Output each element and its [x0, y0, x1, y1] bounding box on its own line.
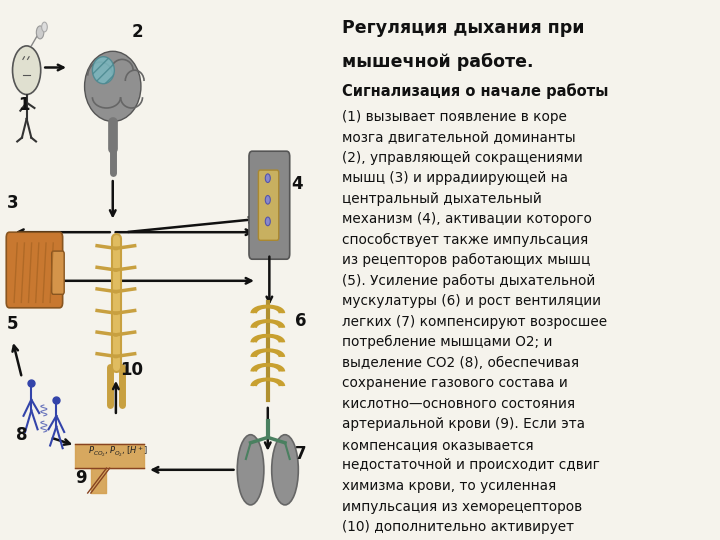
- Text: способствует также импульсация: способствует также импульсация: [342, 233, 588, 247]
- Text: мозга двигательной доминанты: мозга двигательной доминанты: [342, 130, 575, 144]
- Circle shape: [265, 174, 270, 183]
- Text: Регуляция дыхания при: Регуляция дыхания при: [342, 19, 584, 37]
- Text: легких (7) компенсируют возросшее: легких (7) компенсируют возросшее: [342, 315, 607, 329]
- Text: 7: 7: [295, 444, 307, 463]
- Text: артериальной крови (9). Если эта: артериальной крови (9). Если эта: [342, 417, 585, 431]
- Text: 5: 5: [6, 315, 18, 333]
- Text: мышечной работе.: мышечной работе.: [342, 52, 534, 71]
- Text: импульсация из хеморецепторов: импульсация из хеморецепторов: [342, 500, 582, 514]
- Text: Сигнализация о начале работы: Сигнализация о начале работы: [342, 84, 608, 99]
- Circle shape: [265, 217, 270, 226]
- Text: механизм (4), активации которого: механизм (4), активации которого: [342, 212, 592, 226]
- Text: выделение СО2 (8), обеспечивая: выделение СО2 (8), обеспечивая: [342, 356, 579, 370]
- Text: 3: 3: [6, 193, 18, 212]
- Text: химизма крови, то усиленная: химизма крови, то усиленная: [342, 479, 556, 493]
- Text: 2: 2: [132, 23, 143, 42]
- Text: 9: 9: [76, 469, 87, 487]
- Text: $P_{CO_2},P_{O_2},[H^+]$: $P_{CO_2},P_{O_2},[H^+]$: [88, 444, 148, 458]
- Text: кислотно—основного состояния: кислотно—основного состояния: [342, 397, 575, 411]
- FancyBboxPatch shape: [6, 232, 63, 308]
- Text: 10: 10: [120, 361, 143, 379]
- Text: (10) дополнительно активирует: (10) дополнительно активирует: [342, 520, 574, 534]
- Ellipse shape: [84, 51, 141, 122]
- Text: (2), управляющей сокращениями: (2), управляющей сокращениями: [342, 151, 582, 165]
- Circle shape: [12, 46, 41, 94]
- Circle shape: [42, 22, 48, 32]
- Ellipse shape: [271, 435, 298, 505]
- Text: мускулатуры (6) и рост вентиляции: мускулатуры (6) и рост вентиляции: [342, 294, 600, 308]
- Ellipse shape: [238, 435, 264, 505]
- Text: мышц (3) и иррадиирующей на: мышц (3) и иррадиирующей на: [342, 171, 568, 185]
- FancyBboxPatch shape: [258, 170, 279, 240]
- Text: 8: 8: [16, 426, 27, 444]
- Text: компенсация оказывается: компенсация оказывается: [342, 438, 534, 452]
- Text: 1: 1: [18, 96, 30, 114]
- Text: (5). Усиление работы дыхательной: (5). Усиление работы дыхательной: [342, 274, 595, 288]
- Text: из рецепторов работающих мышц: из рецепторов работающих мышц: [342, 253, 590, 267]
- Text: потребление мышцами О2; и: потребление мышцами О2; и: [342, 335, 552, 349]
- Circle shape: [265, 195, 270, 204]
- FancyBboxPatch shape: [52, 251, 64, 294]
- Text: 6: 6: [295, 312, 307, 330]
- Circle shape: [36, 26, 44, 39]
- Text: центральный дыхательный: центральный дыхательный: [342, 192, 541, 206]
- Text: недостаточной и происходит сдвиг: недостаточной и происходит сдвиг: [342, 458, 600, 472]
- Text: сохранение газового состава и: сохранение газового состава и: [342, 376, 567, 390]
- Text: (1) вызывает появление в коре: (1) вызывает появление в коре: [342, 110, 567, 124]
- Text: 4: 4: [292, 174, 303, 193]
- FancyBboxPatch shape: [249, 151, 289, 259]
- Ellipse shape: [92, 57, 114, 84]
